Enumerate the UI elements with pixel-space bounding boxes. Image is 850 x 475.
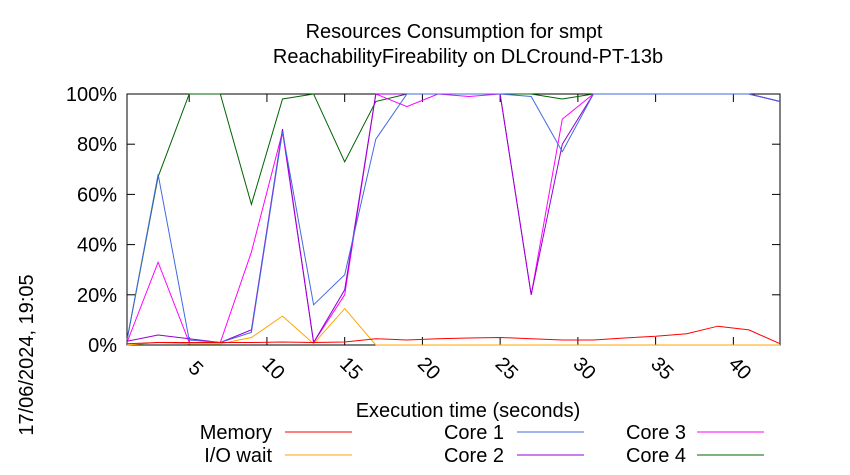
y-tick-label: 100% [66, 84, 117, 106]
plot-frame [126, 93, 781, 346]
x-tick-label: 20 [413, 353, 444, 384]
y-tick-label: 80% [77, 134, 117, 156]
legend-label-i-o-wait: I/O wait [204, 445, 272, 467]
series-line-core-4 [126, 93, 781, 341]
plot-area: 0% 20% 40% 60% 80% 100% 5 10 15 20 25 30 35 40 [66, 84, 781, 384]
legend-label-memory: Memory [200, 422, 272, 444]
legend-label-core-1: Core 1 [444, 422, 504, 444]
x-tick-label: 25 [491, 353, 522, 384]
chart-subtitle: ReachabilityFireability on DLCround-PT-1… [273, 46, 663, 68]
series-line-i-o-wait [126, 307, 780, 346]
legend-label-core-4: Core 4 [626, 445, 686, 467]
side-label-group: 17/06/2024, 19:05 [16, 274, 38, 435]
x-axis-label: Execution time (seconds) [356, 400, 581, 422]
y-tick-label: 20% [77, 285, 117, 307]
series-line-core-1 [126, 93, 781, 344]
series-line-core-2 [126, 93, 781, 344]
x-tick-label: 15 [335, 353, 366, 384]
y-tick-label: 0% [88, 335, 117, 357]
series-line-memory [126, 325, 781, 345]
side-label: 17/06/2024, 19:05 [16, 274, 38, 435]
x-tick-label: 30 [568, 353, 599, 384]
x-tick-label: 35 [646, 353, 677, 384]
x-tick-label: 10 [258, 353, 289, 384]
chart-title: Resources Consumption for smpt [306, 21, 603, 43]
x-tick-label: 40 [724, 353, 755, 384]
y-tick-label: 60% [77, 184, 117, 206]
y-tick-label: 40% [77, 235, 117, 257]
x-tick-label: 5 [184, 357, 207, 380]
legend-label-core-3: Core 3 [626, 422, 686, 444]
series-line-core-3 [126, 93, 781, 344]
legend-label-core-2: Core 2 [444, 445, 504, 467]
